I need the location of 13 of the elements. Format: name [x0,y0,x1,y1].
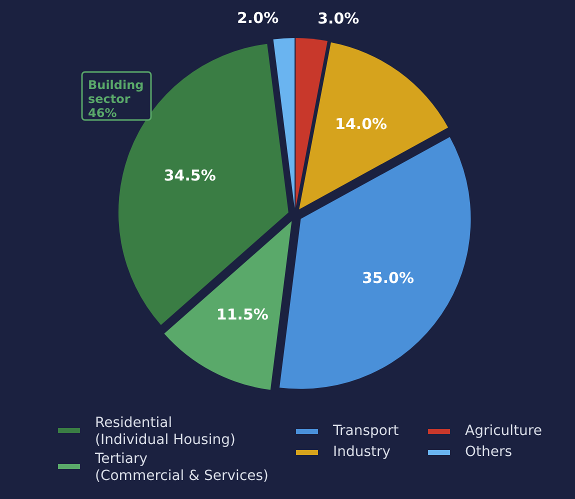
data-label: 11.5% [216,305,268,324]
data-label: 3.0% [318,9,360,28]
legend-label: Others [465,444,512,460]
data-label: 34.5% [164,166,216,184]
legend-label: Transport [332,423,400,439]
legend-label: Industry [333,444,391,460]
data-label: 35.0% [362,269,414,288]
legend-label: Residential (Individual Housing) [95,415,236,448]
legend-label: Tertiary (Commercial & Services) [94,451,269,484]
data-label: 2.0% [236,8,279,27]
text: Building sector 46% [88,78,144,120]
legend-label: Agriculture [465,423,542,439]
data-label: 14.0% [335,115,388,134]
